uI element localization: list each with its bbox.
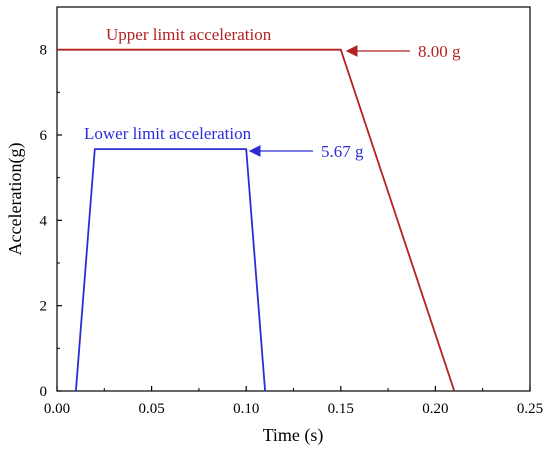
upper-annotation-label: 8.00 g	[418, 42, 461, 61]
y-tick-label: 0	[40, 384, 48, 400]
y-tick-label: 6	[40, 128, 48, 144]
x-axis-title: Time (s)	[263, 425, 324, 446]
series-lines	[57, 48, 456, 392]
y-tick-label: 4	[40, 213, 48, 229]
y-axis-title: Acceleration(g)	[5, 143, 26, 256]
upper-limit-line	[57, 48, 456, 392]
x-tick-label: 0.00	[44, 401, 70, 417]
y-tick-label: 2	[40, 299, 48, 315]
x-tick-label: 0.15	[328, 401, 354, 417]
x-ticks: 0.00 0.05 0.10 0.15 0.20 0.25	[44, 386, 543, 417]
x-tick-label: 0.05	[138, 401, 164, 417]
y-ticks: 0 2 4 6 8	[40, 43, 62, 400]
lower-annotation-label: 5.67 g	[321, 142, 364, 161]
lower-series-label: Lower limit acceleration	[84, 124, 252, 143]
x-tick-label: 0.25	[517, 401, 543, 417]
x-tick-label: 0.10	[233, 401, 259, 417]
plot-area-frame	[56, 6, 531, 392]
y-tick-label: 8	[40, 43, 48, 59]
x-tick-label: 0.20	[422, 401, 448, 417]
upper-series-label: Upper limit acceleration	[106, 25, 272, 44]
lower-limit-line	[75, 148, 266, 392]
